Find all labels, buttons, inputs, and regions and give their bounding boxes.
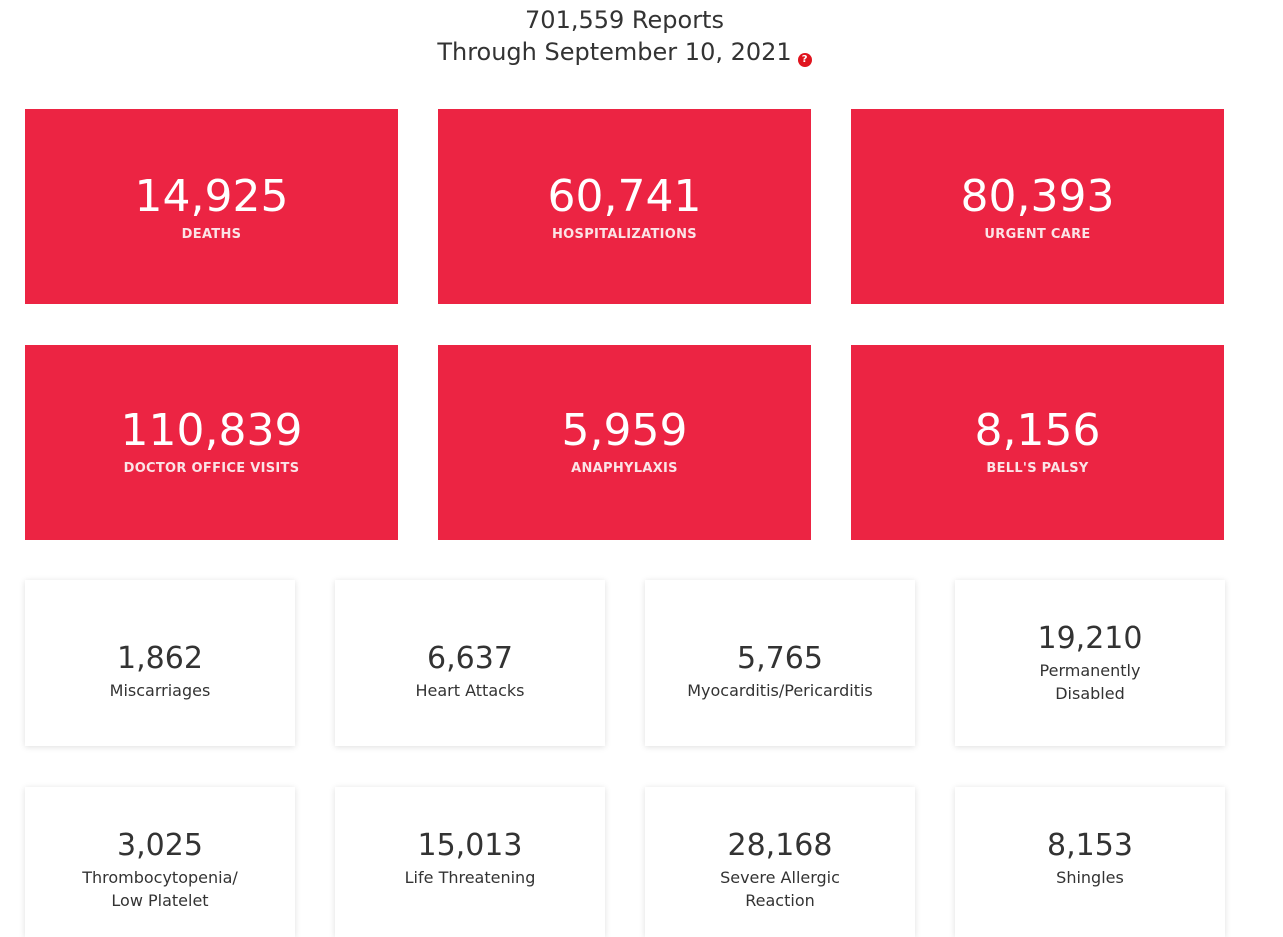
through-date-subtitle: Through September 10, 2021? (0, 36, 1249, 68)
stat-label-line2: Reaction (745, 891, 815, 910)
stat-value: 8,156 (974, 405, 1101, 456)
stat-card-urgent-care: 80,393 URGENT CARE (851, 109, 1224, 304)
stat-card-shingles: 8,153 Shingles (955, 787, 1225, 937)
stat-label: Heart Attacks (415, 681, 525, 700)
stat-label-line2: Low Platelet (111, 891, 209, 910)
stat-label-line1: Thrombocytopenia/ (82, 868, 238, 887)
stat-card-severe-allergic-reaction: 28,168 Severe Allergic Reaction (645, 787, 915, 937)
stat-value: 3,025 (117, 828, 203, 863)
stat-value: 60,741 (547, 171, 702, 222)
stat-label: DOCTOR OFFICE VISITS (123, 461, 300, 476)
stat-card-permanently-disabled: 19,210 Permanently Disabled (955, 580, 1225, 746)
stat-label: BELL'S PALSY (986, 461, 1089, 476)
stat-label-line2: Disabled (1055, 684, 1125, 703)
stat-value: 15,013 (417, 828, 523, 863)
stat-label: Shingles (1056, 868, 1124, 887)
stat-value: 1,862 (117, 641, 203, 676)
stat-value: 8,153 (1047, 828, 1133, 863)
stat-label-line1: Severe Allergic (720, 868, 840, 887)
stat-label: DEATHS (181, 227, 242, 242)
stat-card-miscarriages: 1,862 Miscarriages (25, 580, 295, 746)
stat-card-bells-palsy: 8,156 BELL'S PALSY (851, 345, 1224, 540)
stat-label: URGENT CARE (984, 227, 1091, 242)
stat-label: HOSPITALIZATIONS (552, 227, 697, 242)
stat-label-line1: Permanently (1039, 661, 1141, 680)
page-header: 701,559 Reports Through September 10, 20… (0, 4, 1249, 68)
stat-label: Myocarditis/Pericarditis (687, 681, 873, 700)
stat-card-anaphylaxis: 5,959 ANAPHYLAXIS (438, 345, 811, 540)
through-date-text: Through September 10, 2021 (437, 38, 792, 66)
stat-card-doctor-office-visits: 110,839 DOCTOR OFFICE VISITS (25, 345, 398, 540)
stat-label: ANAPHYLAXIS (571, 461, 678, 476)
stat-card-hospitalizations: 60,741 HOSPITALIZATIONS (438, 109, 811, 304)
stat-value: 28,168 (727, 828, 833, 863)
stat-value: 14,925 (134, 171, 289, 222)
stat-value: 110,839 (120, 405, 303, 456)
stat-value: 5,765 (737, 641, 823, 676)
help-icon[interactable]: ? (797, 53, 812, 67)
stat-card-life-threatening: 15,013 Life Threatening (335, 787, 605, 937)
stat-value: 6,637 (427, 641, 513, 676)
stat-card-thrombocytopenia: 3,025 Thrombocytopenia/ Low Platelet (25, 787, 295, 937)
stat-value: 5,959 (561, 405, 688, 456)
stat-card-heart-attacks: 6,637 Heart Attacks (335, 580, 605, 746)
stat-card-myocarditis: 5,765 Myocarditis/Pericarditis (645, 580, 915, 746)
reports-count-title: 701,559 Reports (525, 6, 724, 34)
stat-label: Miscarriages (109, 681, 211, 700)
stat-value: 19,210 (1037, 621, 1143, 656)
stat-value: 80,393 (960, 171, 1115, 222)
stat-card-deaths: 14,925 DEATHS (25, 109, 398, 304)
stat-label: Life Threatening (404, 868, 536, 887)
